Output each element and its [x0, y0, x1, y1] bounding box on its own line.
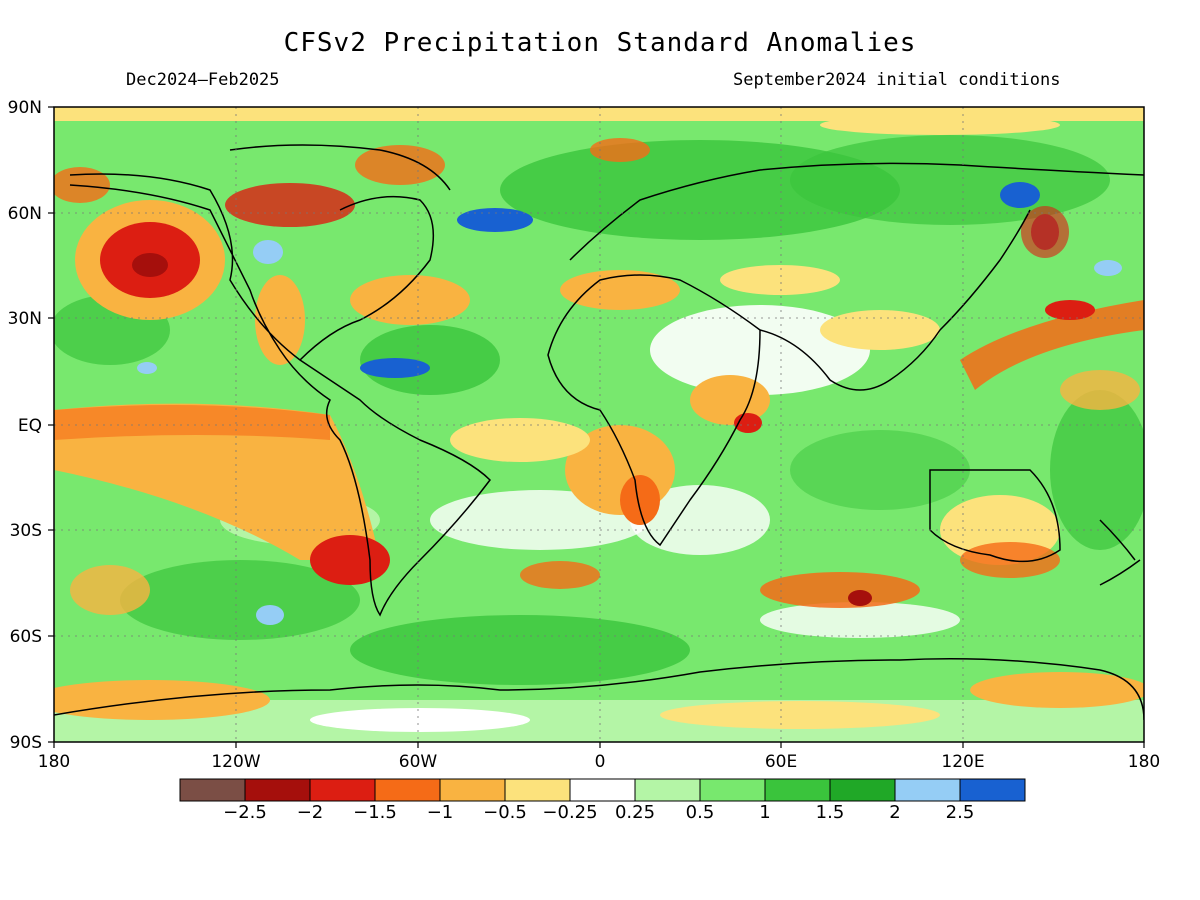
colorbar-tick-label: −1.5 [353, 802, 397, 823]
colorbar-tick-label: −2 [297, 802, 324, 823]
map-title: CFSv2 Precipitation Standard Anomalies [283, 28, 917, 58]
longitude-axis: 180 120W 60W 0 60E 120E 180 [38, 752, 1160, 772]
colorbar-tick-label: −1 [427, 802, 454, 823]
colorbar-tick-label: 1.5 [816, 802, 845, 823]
colorbar-swatch [504, 778, 571, 802]
colorbar-swatch [894, 778, 961, 802]
forecast-period: Dec2024–Feb2025 [126, 70, 280, 90]
lat-label: 90N [8, 98, 42, 118]
colorbar-swatch [634, 778, 701, 802]
lat-label: 30S [10, 521, 42, 541]
colorbar-tick-label: −0.25 [542, 802, 597, 823]
lon-label: 180 [1128, 752, 1160, 772]
colorbar-tick-label: 2.5 [946, 802, 975, 823]
lon-label: 120E [941, 752, 984, 772]
lat-label: EQ [18, 416, 42, 436]
colorbar-swatch [829, 778, 896, 802]
initial-conditions: September2024 initial conditions [733, 70, 1061, 90]
colorbar-swatch [179, 778, 246, 802]
lon-label: 60W [399, 752, 438, 772]
colorbar-swatch [374, 778, 441, 802]
colorbar-tick-label: 2 [889, 802, 900, 823]
lat-label: 60S [10, 627, 42, 647]
lon-label: 120W [211, 752, 260, 772]
colorbar-swatch [439, 778, 506, 802]
colorbar-swatch [569, 778, 636, 802]
lat-label: 60N [8, 204, 42, 224]
lat-label: 90S [10, 733, 42, 753]
latitude-axis: 90N 60N 30N EQ 30S 60S 90S [8, 98, 42, 753]
lon-label: 60E [765, 752, 797, 772]
colorbar-tick-label: −2.5 [223, 802, 267, 823]
colorbar-tick-label: 0.5 [686, 802, 715, 823]
anomaly-field [54, 107, 1144, 742]
colorbar [179, 778, 1026, 802]
colorbar-labels: −2.5 −2 −1.5 −1 −0.5 −0.25 0.25 0.5 1 1.5 2 2.5 [223, 802, 974, 823]
colorbar-swatch [959, 778, 1026, 802]
colorbar-swatch [764, 778, 831, 802]
lon-label: 0 [595, 752, 606, 772]
lat-label: 30N [8, 309, 42, 329]
colorbar-swatch [309, 778, 376, 802]
colorbar-tick-label: 0.25 [615, 802, 655, 823]
colorbar-swatch [244, 778, 311, 802]
colorbar-swatch [699, 778, 766, 802]
colorbar-tick-label: 1 [759, 802, 770, 823]
colorbar-tick-label: −0.5 [483, 802, 527, 823]
lon-label: 180 [38, 752, 70, 772]
